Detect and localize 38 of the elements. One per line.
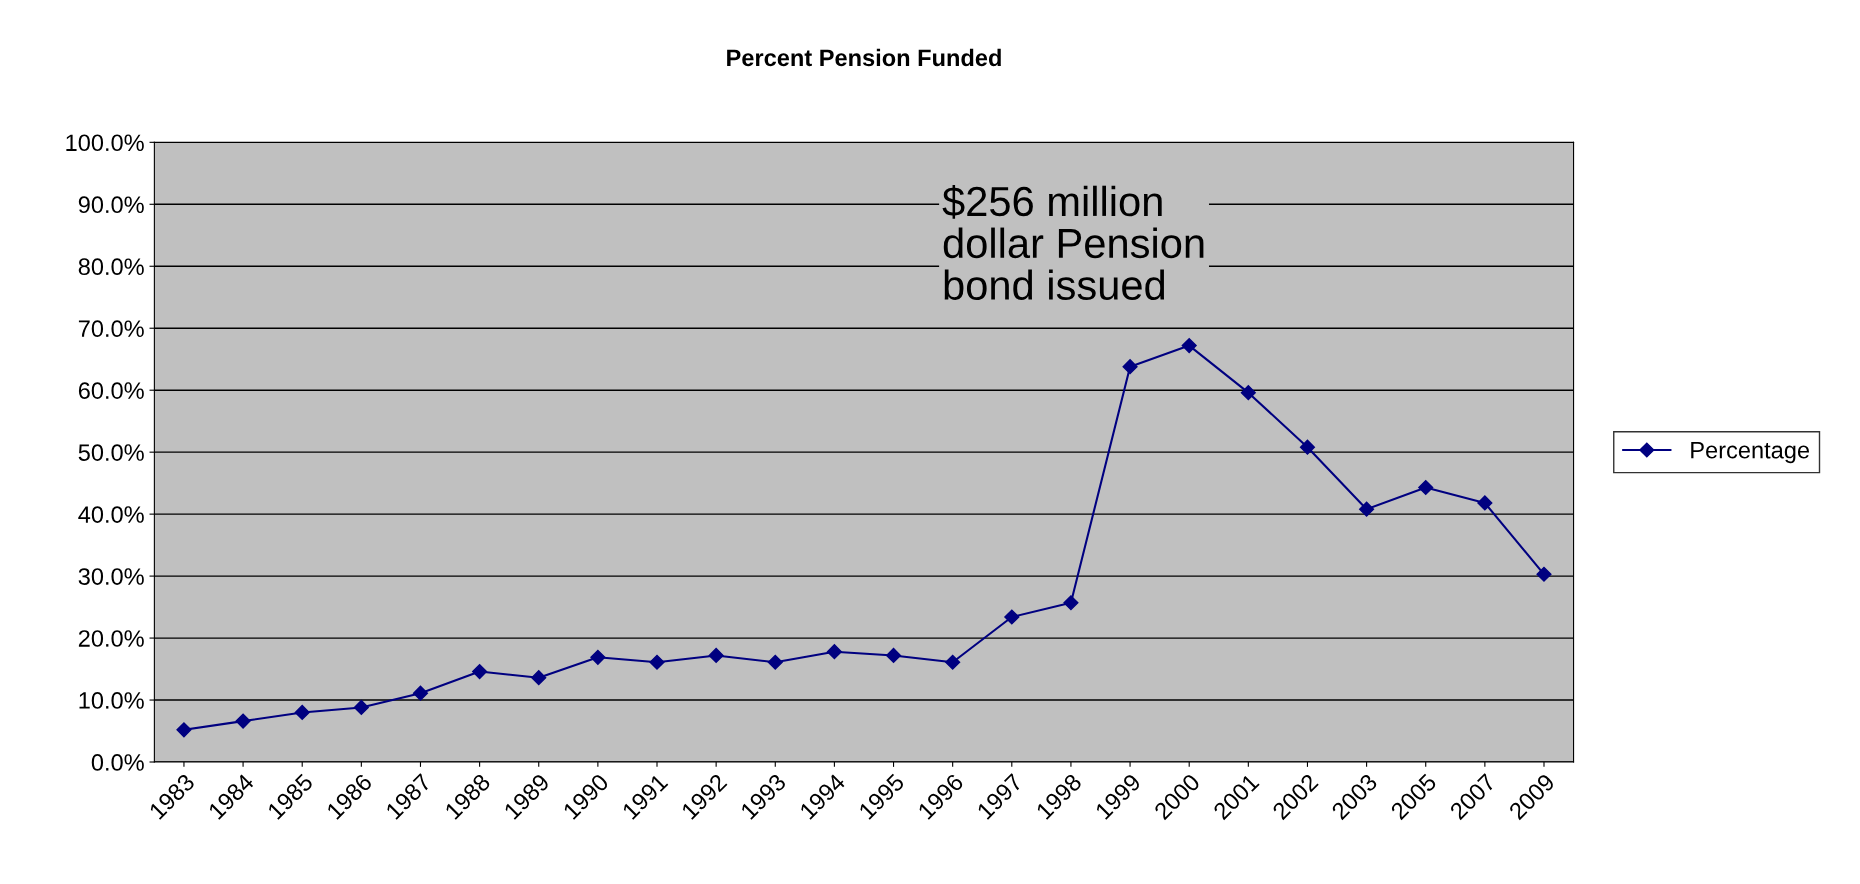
point [1418,479,1434,496]
y-tick-label: 10.0% [79,692,144,709]
point [531,670,547,686]
point [353,699,369,716]
point [1536,566,1552,582]
point [649,654,665,670]
point [767,654,783,670]
point [235,713,251,729]
point [826,644,842,660]
point [1004,609,1020,625]
point [1240,385,1256,401]
y-tick-label: 40.0% [78,506,144,523]
point [708,647,724,663]
point [472,663,488,680]
y-tick-label: 30.0% [78,568,144,585]
point [945,654,961,670]
y-tick-label: 80.0% [78,258,144,276]
point [1063,595,1079,611]
y-tick-label: 50.0% [78,444,144,461]
point [590,649,606,665]
point [885,647,902,663]
y-tick-label: 0.0% [91,754,144,771]
point [1477,495,1493,511]
point [176,722,192,738]
point [1181,338,1197,354]
legend-label: Percentage [1691,442,1810,464]
point [1122,359,1138,375]
y-tick-label: 60.0% [78,382,144,399]
chart-title: Percent Pension Funded [727,48,1001,67]
point [1359,501,1375,517]
point [1299,439,1316,455]
y-tick-label: 90.0% [78,196,144,214]
point [294,704,310,721]
annotation: $256 million dollar Pension bond issued [942,185,1204,301]
point [412,685,429,701]
y-tick-label: 70.0% [78,320,144,338]
y-tick-label: 100.0% [66,134,144,152]
y-tick-label: 20.0% [78,630,144,647]
